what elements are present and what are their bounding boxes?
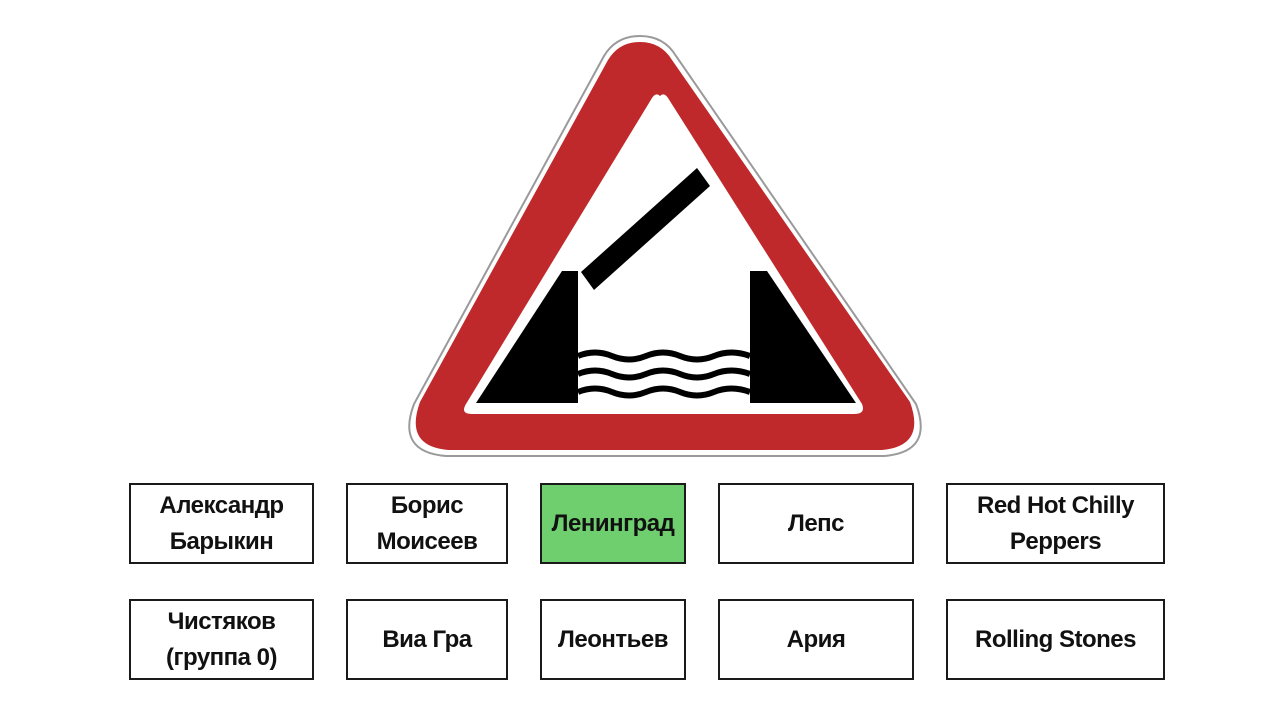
answer-option-aleksandr-barykin[interactable]: Александр Барыкин [129, 483, 314, 564]
right-bank [750, 271, 856, 403]
answer-option-red-hot-chilly-peppers[interactable]: Red Hot Chilly Peppers [946, 483, 1165, 564]
answer-option-via-gra[interactable]: Виа Гра [346, 599, 508, 680]
answer-option-boris-moiseev[interactable]: Борис Моисеев [346, 483, 508, 564]
answer-option-leontyev[interactable]: Леонтьев [540, 599, 686, 680]
answer-option-rolling-stones[interactable]: Rolling Stones [946, 599, 1165, 680]
raised-bridge-span [581, 168, 710, 290]
answer-option-chistyakov[interactable]: Чистяков (группа 0) [129, 599, 314, 680]
left-bank [476, 271, 578, 403]
answer-option-leningrad[interactable]: Ленинград [540, 483, 686, 564]
water-waves [576, 349, 752, 399]
answer-option-leps[interactable]: Лепс [718, 483, 914, 564]
drawbridge-warning-sign-icon [408, 34, 922, 457]
answer-option-ariya[interactable]: Ария [718, 599, 914, 680]
